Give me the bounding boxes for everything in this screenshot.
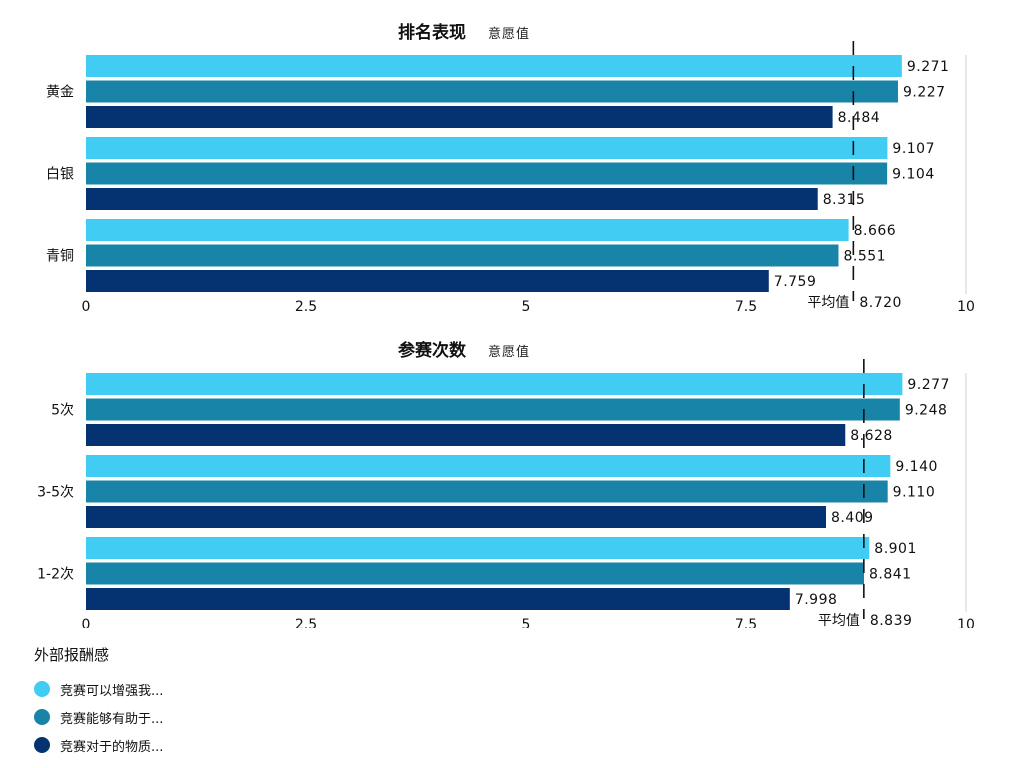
average-label: 平均值 xyxy=(818,613,860,628)
category-label: 青铜 xyxy=(46,249,74,265)
bar-value-label: 8.409 xyxy=(831,510,874,526)
x-tick-label: 7.5 xyxy=(735,299,757,315)
bar xyxy=(86,270,769,292)
category-label: 3-5次 xyxy=(37,485,74,501)
chart-subtitle: 意愿值 xyxy=(488,26,530,42)
chart-title: 参赛次数 xyxy=(398,340,467,361)
category-label: 1-2次 xyxy=(37,567,74,583)
x-tick-label: 10 xyxy=(957,617,975,628)
bar xyxy=(86,162,888,185)
bar xyxy=(86,506,826,528)
legend: 外部报酬感 竞赛可以增强我... 竞赛能够有助于... 竞赛对于的物质... xyxy=(34,644,163,759)
bar-value-label: 8.315 xyxy=(823,192,866,208)
chart-subtitle: 意愿值 xyxy=(488,344,530,360)
bar xyxy=(86,588,790,610)
legend-label: 竞赛可以增强我... xyxy=(60,683,164,699)
x-tick-label: 10 xyxy=(957,299,975,315)
x-tick-label: 7.5 xyxy=(735,617,757,628)
category-label: 白银 xyxy=(46,167,74,183)
bar xyxy=(86,398,900,421)
bar xyxy=(86,480,888,503)
chart-ranking: 排名表现 意愿值 9.271 9.227 8.484 黄金 9.107 9.104 8.315 白… xyxy=(0,0,1024,320)
bar xyxy=(86,137,888,159)
x-tick-label: 2.5 xyxy=(295,617,317,628)
bar-value-label: 9.227 xyxy=(903,85,946,101)
bar xyxy=(86,219,849,241)
bar-value-label: 8.551 xyxy=(843,249,886,265)
bar-value-label: 8.841 xyxy=(869,567,912,583)
bar-value-label: 8.628 xyxy=(850,428,893,444)
average-value: 8.839 xyxy=(870,613,913,628)
x-tick-label: 0 xyxy=(82,299,91,315)
legend-title: 外部报酬感 xyxy=(34,646,110,664)
bar-value-label: 9.277 xyxy=(907,377,950,393)
legend-item[interactable]: 竞赛对于的物质... xyxy=(34,731,163,759)
bar xyxy=(86,373,903,395)
bar-value-label: 9.104 xyxy=(892,167,935,183)
chart-participation: 参赛次数 意愿值 9.277 9.248 8.628 5次 9.140 9.110 8.409 3… xyxy=(0,318,1024,628)
bar xyxy=(86,537,870,559)
average-value: 8.720 xyxy=(859,295,902,311)
legend-dot-2 xyxy=(34,709,50,725)
category-label: 5次 xyxy=(51,403,74,419)
bar xyxy=(86,562,865,585)
bar-value-label: 7.998 xyxy=(795,592,838,608)
bar-value-label: 7.759 xyxy=(774,274,817,290)
bar-value-label: 8.666 xyxy=(854,223,897,239)
bar xyxy=(86,55,902,77)
bar-value-label: 8.484 xyxy=(838,110,881,126)
x-tick-label: 0 xyxy=(82,617,91,628)
bar-value-label: 9.110 xyxy=(893,485,936,501)
x-tick-label: 2.5 xyxy=(295,299,317,315)
legend-label: 竞赛能够有助于... xyxy=(60,711,164,727)
bar xyxy=(86,455,891,477)
bar-value-label: 9.271 xyxy=(907,59,950,75)
chart-ranking-svg: 排名表现 意愿值 9.271 9.227 8.484 黄金 9.107 9.104 8.315 白… xyxy=(46,22,975,315)
bar xyxy=(86,244,839,267)
bar-value-label: 9.140 xyxy=(895,459,938,475)
average-label: 平均值 xyxy=(807,295,849,311)
bar-value-label: 8.901 xyxy=(874,541,917,557)
bar xyxy=(86,188,818,210)
x-tick-label: 5 xyxy=(522,617,531,628)
legend-label: 竞赛对于的物质... xyxy=(60,739,164,755)
chart-participation-svg: 参赛次数 意愿值 9.277 9.248 8.628 5次 9.140 9.110 8.409 3… xyxy=(37,340,975,628)
x-tick-label: 5 xyxy=(522,299,531,315)
bar-value-label: 9.248 xyxy=(905,403,948,419)
category-label: 黄金 xyxy=(46,84,74,101)
legend-item[interactable]: 竞赛能够有助于... xyxy=(34,703,163,731)
legend-item[interactable]: 竞赛可以增强我... xyxy=(34,675,163,703)
legend-dot-1 xyxy=(34,681,50,697)
legend-dot-3 xyxy=(34,737,50,753)
bar xyxy=(86,106,833,128)
bar xyxy=(86,80,898,103)
bar xyxy=(86,424,846,446)
bar-value-label: 9.107 xyxy=(892,141,935,157)
chart-title: 排名表现 xyxy=(398,22,466,43)
